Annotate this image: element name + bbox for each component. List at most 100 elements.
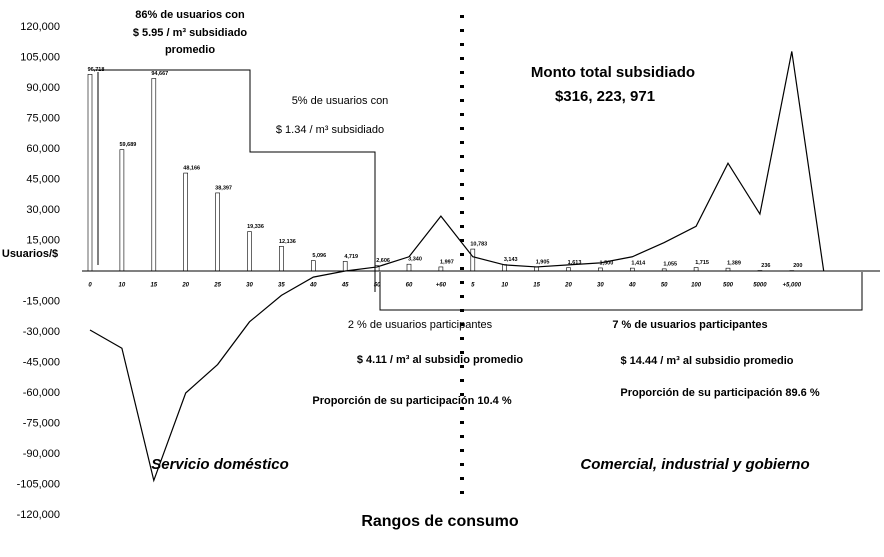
bar (183, 172, 188, 272)
data-label: 4,719 (344, 254, 358, 260)
bar (566, 267, 571, 272)
y-tick-label: -90,000 (23, 448, 60, 460)
x-tick-label: 25 (213, 283, 221, 289)
x-tick-label: 5000 (753, 283, 767, 289)
data-label: 236 (761, 263, 770, 269)
data-label: 200 (793, 263, 802, 269)
y-tick-label: 45,000 (26, 173, 60, 185)
x-tick-label: 30 (597, 283, 604, 289)
bar (629, 267, 635, 272)
x-tick-label: 100 (691, 283, 702, 289)
annotation: $ 14.44 / m³ al subsidio promedio (621, 355, 794, 367)
x-tick-label: 15 (533, 283, 540, 289)
y-axis-label: Usuarios/$ (2, 248, 58, 260)
annotation: Monto total subsidiado (531, 64, 695, 81)
x-tick-label: +60 (436, 283, 447, 289)
x-tick-label: 15 (150, 283, 157, 289)
bracket (93, 69, 376, 292)
bar (438, 266, 444, 272)
line (89, 51, 825, 483)
x-tick-label: 50 (661, 283, 668, 289)
annotation: $ 5.95 / m³ subsidiado (133, 27, 248, 39)
data-label: 48,166 (183, 166, 200, 172)
y-tick-label: 60,000 (26, 143, 60, 155)
annotation: $ 1.34 / m³ subsidiado (276, 124, 384, 136)
y-tick-label: -120,000 (17, 509, 60, 521)
section-label: Servicio doméstico (151, 456, 289, 473)
x-tick-label: 30 (246, 283, 253, 289)
x-tick-label: +5,000 (783, 283, 802, 289)
data-label: 2,606 (376, 258, 390, 264)
x-tick-label: 500 (723, 283, 734, 289)
data-label: 1,414 (631, 261, 646, 267)
y-tick-label: -15,000 (23, 295, 60, 307)
data-label: 10,783 (470, 242, 487, 248)
bracket (379, 272, 863, 311)
annotation: Proporción de su participación 10.4 % (312, 395, 511, 407)
x-tick-label: 50 (374, 283, 381, 289)
bar (342, 261, 348, 272)
bar (598, 267, 603, 272)
data-label: 1,613 (568, 260, 582, 266)
data-label: 3,340 (408, 257, 422, 263)
y-tick-label: 75,000 (26, 112, 60, 124)
data-label: 1,389 (727, 261, 741, 267)
annotation: 5% de usuarios con (292, 95, 389, 107)
y-tick-label: 90,000 (26, 82, 60, 94)
data-label: 59,689 (119, 142, 136, 148)
x-tick-label: 10 (119, 283, 126, 289)
x-tick-label: 40 (628, 283, 636, 289)
data-label: 19,336 (247, 224, 264, 230)
bar (247, 231, 252, 272)
annotation: $316, 223, 971 (555, 88, 655, 105)
x-tick-label: 0 (88, 283, 92, 289)
x-tick-label: 20 (181, 283, 189, 289)
y-tick-label: 120,000 (20, 21, 60, 33)
data-label: 1,905 (536, 260, 550, 266)
data-label: 94,667 (151, 71, 168, 77)
bar (119, 149, 125, 272)
annotation: $ 4.11 / m³ al subsidio promedio (357, 354, 524, 366)
x-tick-label: 60 (406, 283, 413, 289)
data-label: 12,136 (279, 239, 296, 245)
annotation: Proporción de su participación 89.6 % (620, 387, 819, 399)
section-label: Comercial, industrial y gobierno (580, 456, 809, 473)
x-axis-label: Rangos de consumo (361, 513, 519, 530)
bar (661, 268, 667, 272)
bar (406, 263, 412, 272)
data-label: 1,500 (600, 260, 614, 266)
bar (470, 248, 476, 272)
y-tick-label: -105,000 (17, 478, 60, 490)
bar (215, 192, 220, 272)
y-tick-label: -60,000 (23, 387, 60, 399)
y-tick-label: 15,000 (26, 234, 60, 246)
y-tick-label: -75,000 (23, 417, 60, 429)
annotation: promedio (165, 44, 215, 56)
bar (693, 267, 699, 272)
y-tick-label: 105,000 (20, 51, 60, 63)
data-label: 1,997 (440, 259, 454, 265)
x-tick-label: 10 (501, 283, 508, 289)
brackets (93, 15, 863, 495)
bar (725, 267, 731, 272)
bar (374, 265, 380, 272)
annotation: 86% de usuarios con (135, 9, 245, 21)
data-label: 5,096 (312, 253, 326, 259)
annotation: 2 % de usuarios participantes (348, 319, 493, 331)
data-label: 1,715 (695, 260, 709, 266)
data-label: 1,055 (663, 261, 677, 267)
data-label: 96,718 (88, 67, 105, 73)
y-tick-label: -30,000 (23, 326, 60, 338)
y-tick-label: 30,000 (26, 204, 60, 216)
bar (310, 260, 316, 272)
x-tick-label: 20 (564, 283, 572, 289)
x-tick-label: 35 (278, 283, 285, 289)
bar (87, 74, 93, 272)
bar (534, 266, 539, 272)
bar (279, 246, 284, 272)
x-tick-label: 40 (309, 283, 317, 289)
data-label: 3,143 (504, 257, 518, 263)
bar (151, 78, 157, 272)
x-tick-label: 5 (471, 283, 475, 289)
